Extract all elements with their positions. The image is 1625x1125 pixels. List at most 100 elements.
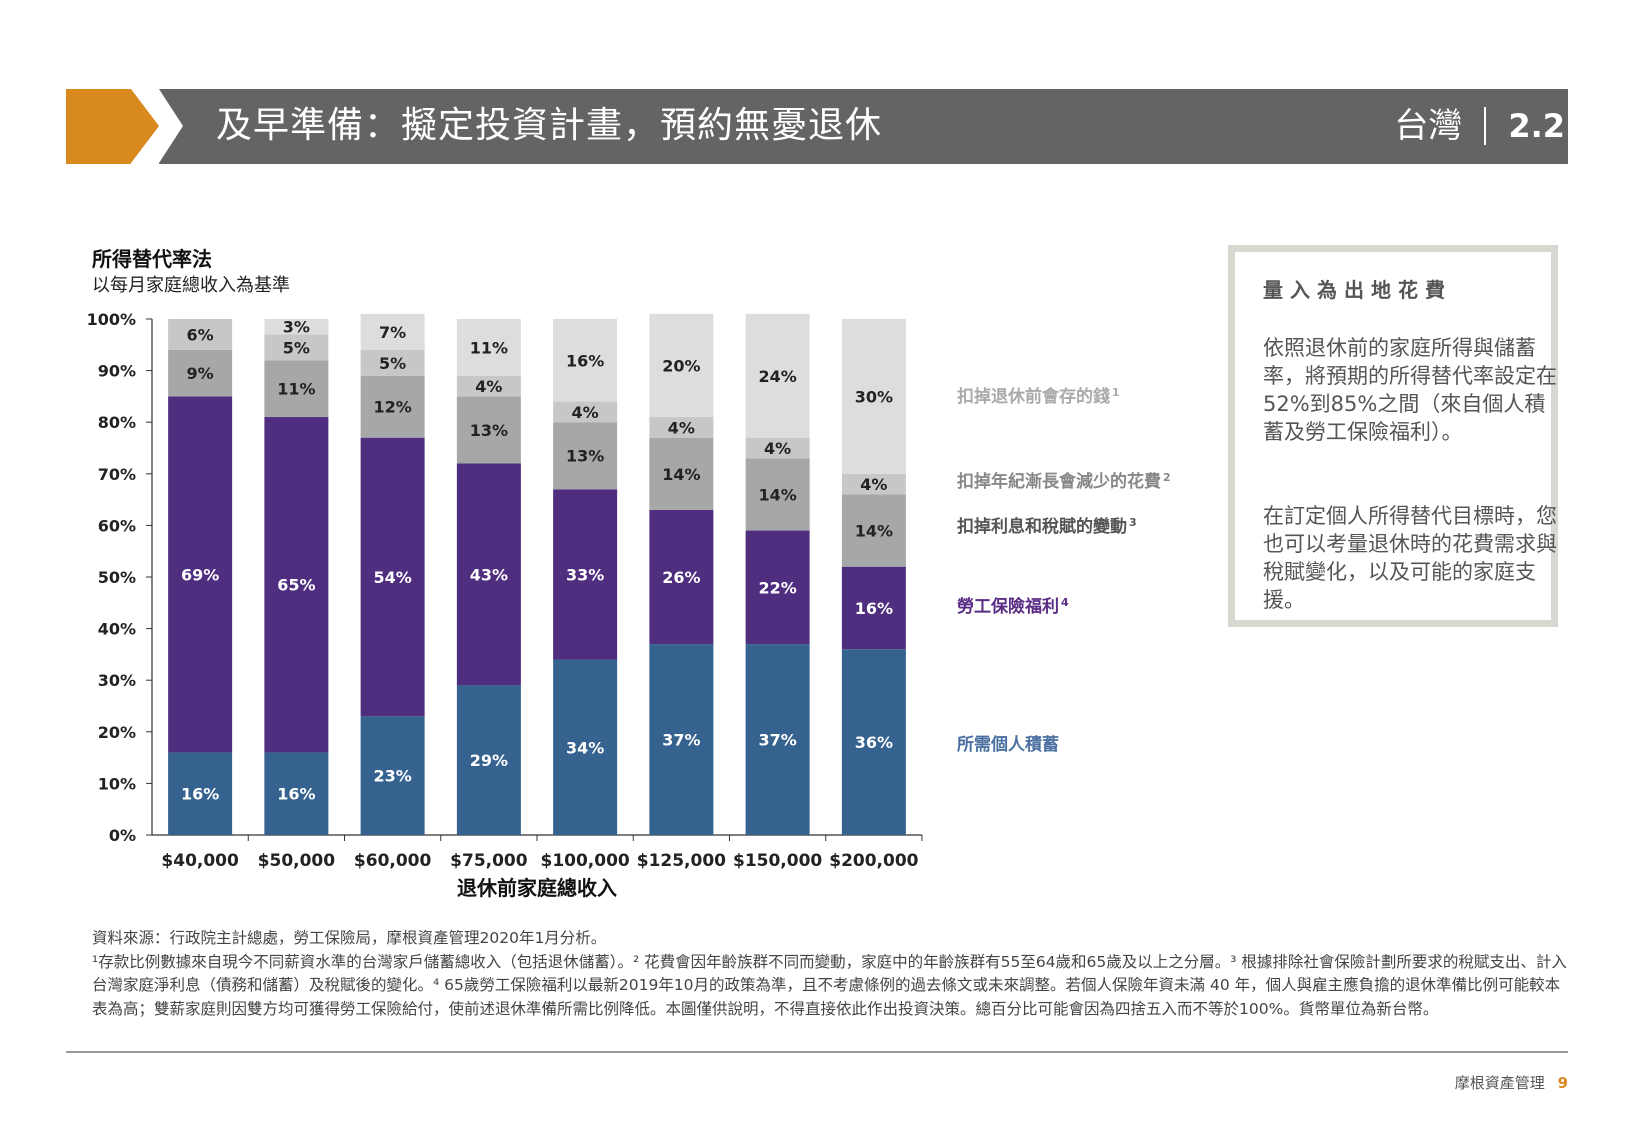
y-tick-label: 10% [98,774,136,793]
data-label: 11% [470,338,508,357]
data-label: 9% [187,364,214,383]
legend-entry: 扣掉退休前會存的錢 1 [957,386,1120,407]
x-axis-title: 退休前家庭總收入 [457,876,617,900]
bar-segment [168,396,233,753]
y-tick-label: 50% [98,568,136,587]
bar-segment [456,375,521,397]
legend-label: 扣掉退休前會存的錢 [957,386,1110,407]
x-tick-label: $125,000 [637,851,726,871]
bar-segment [553,401,618,423]
bar-segment [168,349,233,397]
data-label: 14% [758,485,796,504]
x-tick-label: $40,000 [161,851,239,871]
bar-segment [745,530,810,645]
data-label: 14% [855,522,893,541]
data-label: 30% [855,387,893,406]
data-label: 4% [860,475,887,494]
bar-segment [745,437,810,459]
legend-entry: 扣掉年紀漸長會減少的花費 2 [957,471,1171,492]
data-label: 16% [181,785,219,804]
bar-segment [841,566,906,650]
data-label: 37% [758,731,796,750]
legend-superscript: 4 [1061,596,1069,609]
section-number: 2.2 [1508,107,1565,145]
header-separator [1484,107,1487,145]
data-label: 5% [379,354,406,373]
source-note: 資料來源：行政院主計總處，勞工保險局，摩根資產管理2020年1月分析。 [92,929,607,947]
legend-entry: 所需個人積蓄 [957,734,1059,755]
page-number: 9 [1557,1074,1568,1092]
y-tick-label: 40% [98,620,136,639]
data-label: 16% [855,599,893,618]
data-label: 54% [373,568,411,587]
x-tick-label: $200,000 [829,851,918,871]
bar-segment [360,375,425,438]
info-paragraph: 依照退休前的家庭所得與儲蓄率，將預期的所得替代率設定在52%到85%之間（來自個… [1263,336,1557,444]
bar-segment [264,752,329,835]
header-chevron-notch [159,89,183,163]
bar-segment [553,319,618,402]
x-tick-label: $100,000 [540,851,629,871]
data-label: 26% [662,568,700,587]
bar-segment [264,417,329,753]
bar-segment [649,313,714,418]
chart-subtitle: 以每月家庭總收入為基準 [92,275,290,296]
data-label: 3% [283,318,310,337]
footer: 摩根資產管理 9 [1455,1072,1568,1093]
footnotes: 資料來源：行政院主計總處，勞工保險局，摩根資產管理2020年1月分析。 ¹存款比… [92,927,1572,1021]
y-tick-label: 20% [98,723,136,742]
bar-segment [841,494,906,567]
data-label: 23% [373,767,411,786]
bar-segment [360,716,425,835]
page-title: 及早準備：擬定投資計畫，預約無憂退休 [216,105,883,146]
bar-segment [649,644,714,835]
x-tick-label: $150,000 [733,851,822,871]
data-label: 16% [566,351,604,370]
bar-segment [745,458,810,531]
data-label: 11% [277,380,315,399]
bar-segment [841,473,906,495]
y-tick-label: 60% [98,516,136,535]
chart-title: 所得替代率法 [92,247,212,271]
data-label: 33% [566,565,604,584]
stacked-bar-chart: 0%10%20%30%40%50%60%70%80%90%100%16%69%9… [87,310,1171,900]
data-label: 4% [475,377,502,396]
header-bar [159,89,1568,164]
legend-superscript: 2 [1163,471,1171,484]
bar-segment [456,396,521,464]
bar-segment [456,319,521,376]
legend-superscript: 3 [1129,516,1137,529]
data-label: 22% [758,578,796,597]
data-label: 36% [855,733,893,752]
bar-segment [745,644,810,835]
data-label: 13% [470,421,508,440]
data-label: 34% [566,738,604,757]
info-paragraph: 在訂定個人所得替代目標時，您也可以考量退休時的花費需求與稅賦變化，以及可能的家庭… [1263,504,1557,612]
y-tick-label: 0% [109,826,136,845]
header-accent-block [66,89,131,164]
header-meta: 台灣 2.2 [1394,100,1565,152]
y-tick-label: 70% [98,465,136,484]
y-tick-label: 100% [87,310,136,329]
bar-segment [360,349,425,376]
bar-segment [360,437,425,717]
bar-segment [649,417,714,438]
legend-label: 勞工保險福利 [957,596,1059,617]
bar-segment [168,752,233,835]
y-tick-label: 90% [98,362,136,381]
info-heading: 量入為出地花費 [1263,278,1452,302]
data-label: 7% [379,323,406,342]
legend-label: 扣掉利息和稅賦的變動 [957,516,1127,537]
region-label: 台灣 [1394,106,1463,146]
header-accent-arrow [131,89,159,163]
y-tick-label: 80% [98,413,136,432]
data-label: 4% [572,403,599,422]
y-tick-label: 30% [98,671,136,690]
bar-segment [264,360,329,418]
data-label: 4% [668,418,695,437]
footer-brand: 摩根資產管理 [1454,1074,1545,1092]
bar-segment [841,319,906,474]
legend-entry: 扣掉利息和稅賦的變動 3 [957,516,1137,537]
data-label: 37% [662,731,700,750]
x-tick-label: $50,000 [258,851,336,871]
